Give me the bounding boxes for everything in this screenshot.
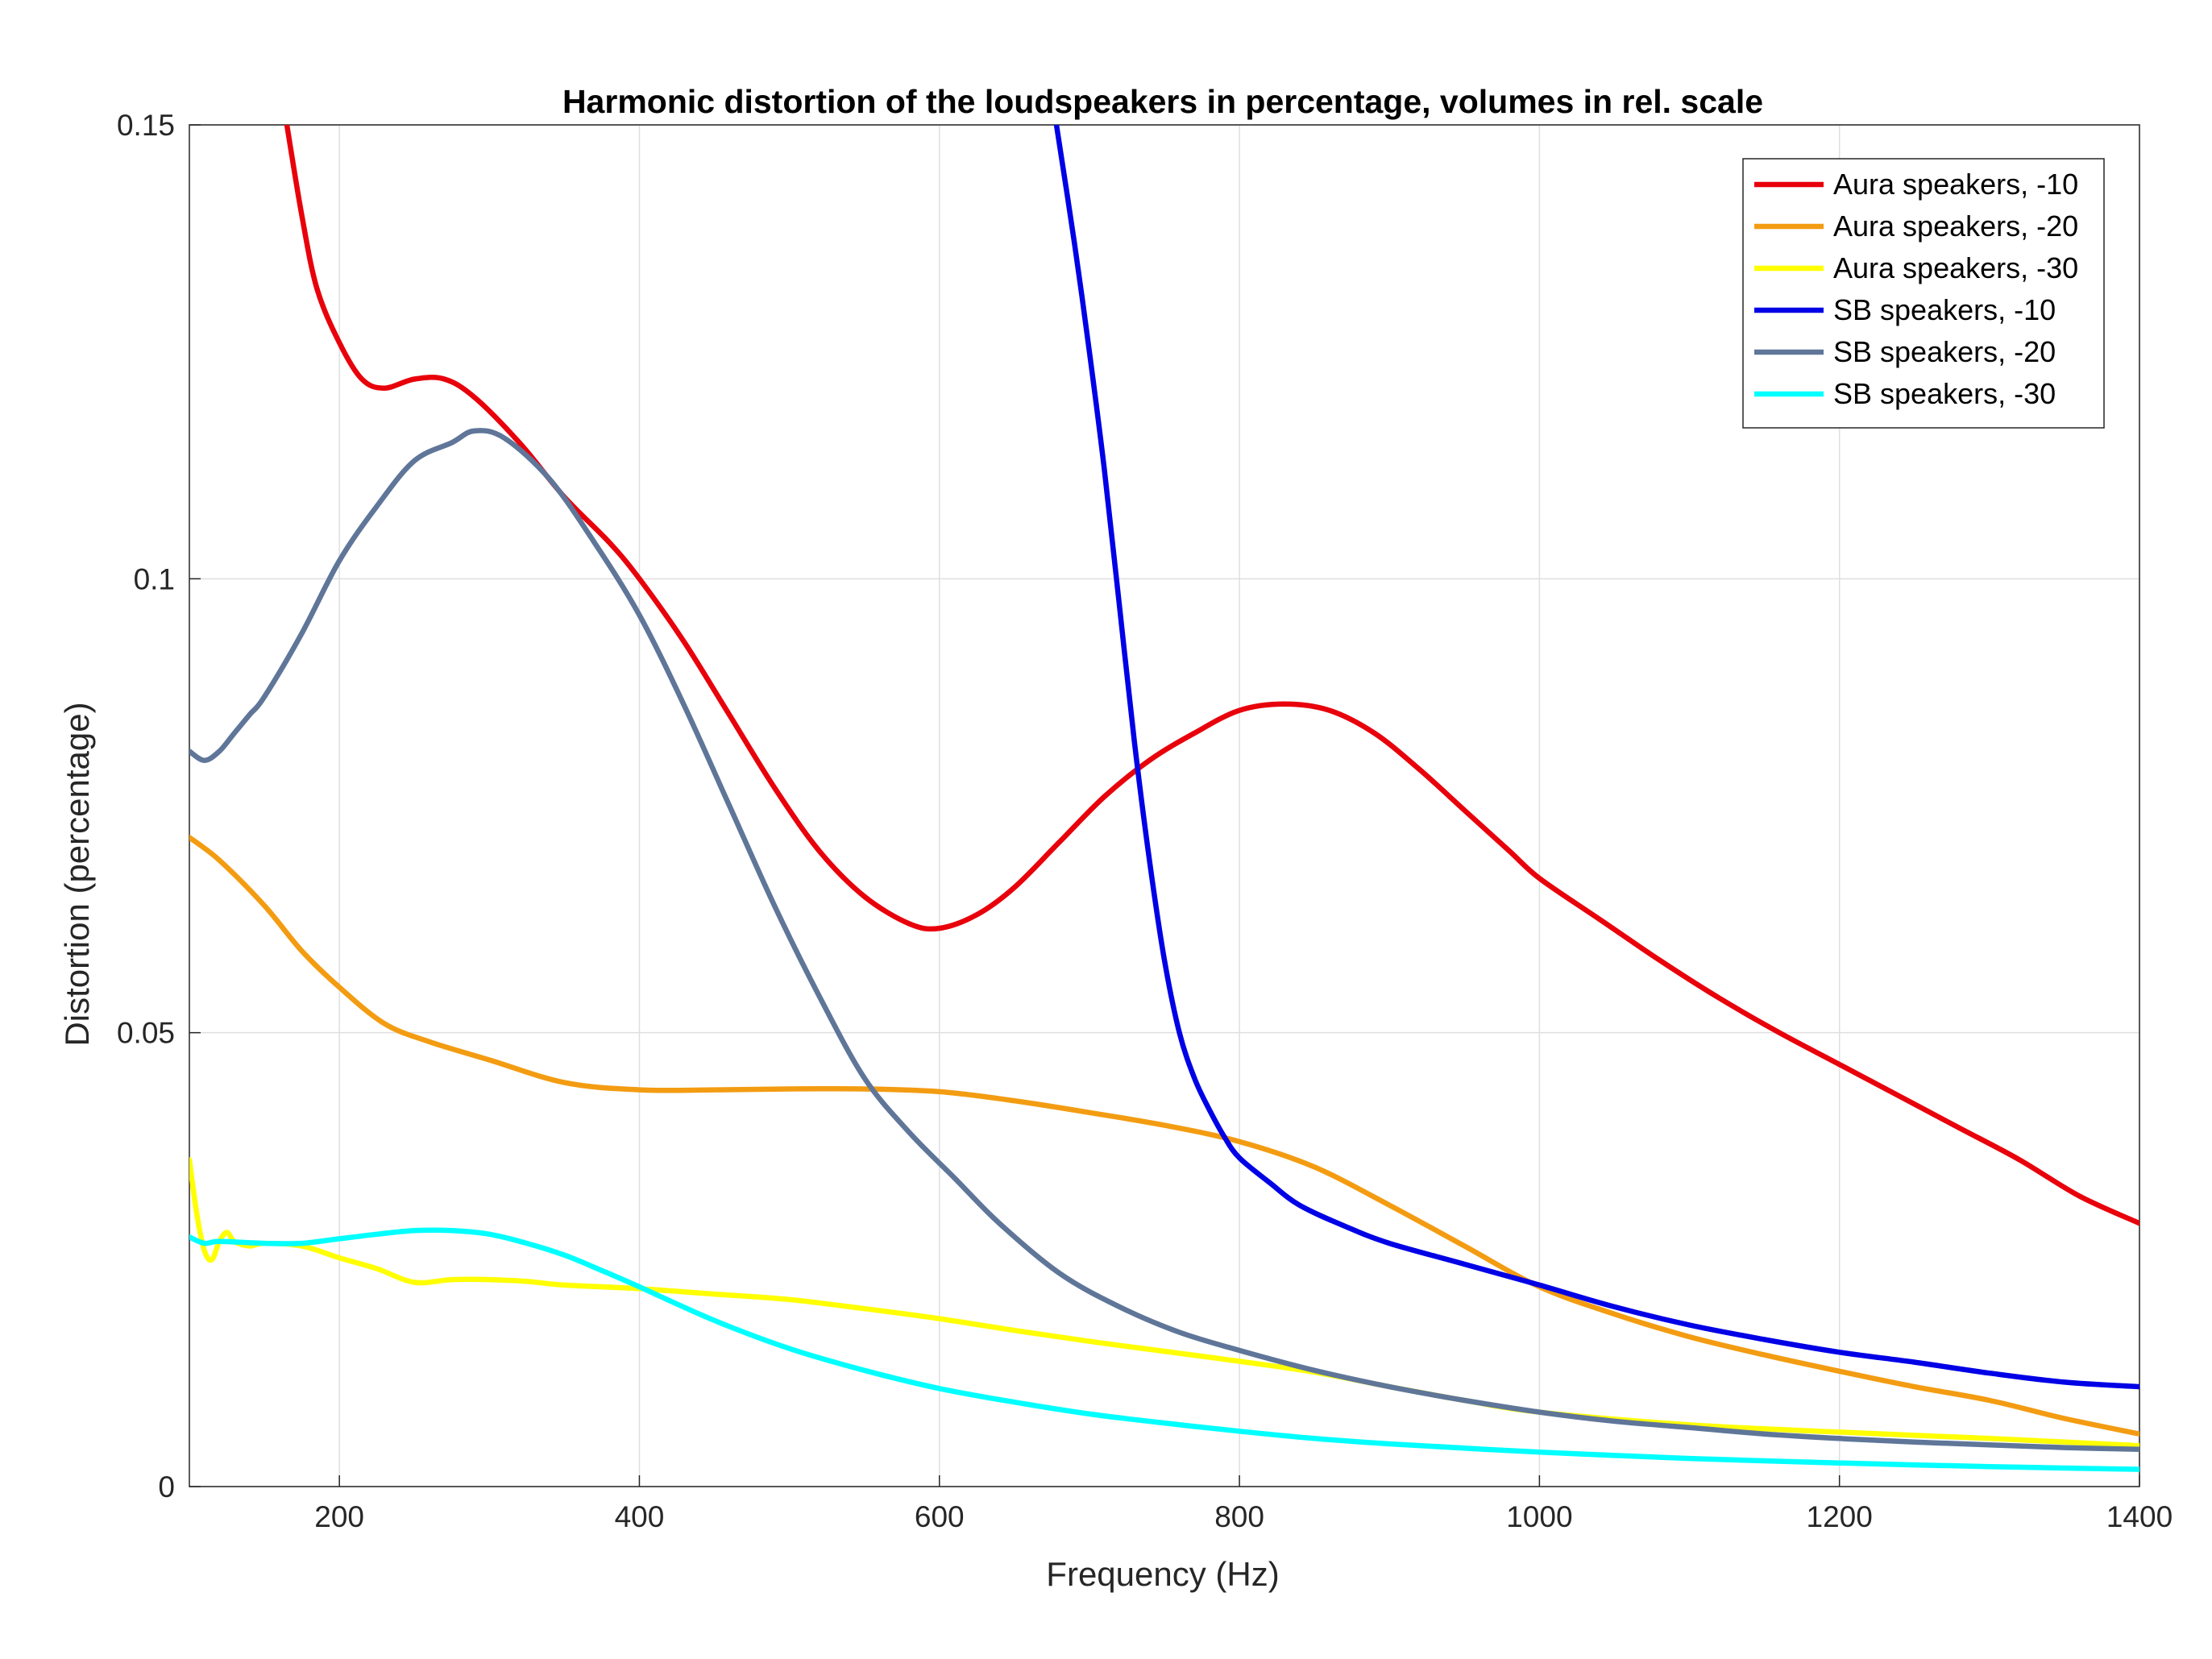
legend: Aura speakers, -10 Aura speakers, -20 Aura…: [1742, 158, 2105, 429]
legend-label-aura-speakers-20: Aura speakers, -20: [1833, 209, 2078, 243]
y-tick-label: 0.1: [134, 562, 175, 595]
x-tick-label: 600: [915, 1500, 965, 1533]
series-line-aura-speakers-20: [189, 835, 2139, 1437]
y-tick-label: 0.15: [117, 109, 175, 142]
chart-title: Harmonic distortion of the loudspeakers …: [562, 83, 1763, 120]
x-tick-label: 800: [1214, 1500, 1264, 1533]
series-line-aura-speakers-10: [284, 125, 2139, 1226]
y-axis-label: Distortion (percentage): [58, 702, 96, 1046]
x-tick-label: 1200: [1807, 1500, 1873, 1533]
legend-label-sb-speakers-10: SB speakers, -10: [1833, 293, 2056, 326]
legend-label-sb-speakers-30: SB speakers, -30: [1833, 377, 2056, 410]
x-tick-label: 200: [314, 1500, 364, 1533]
x-tick-label: 1000: [1506, 1500, 1572, 1533]
x-tick-label: 1400: [2106, 1500, 2173, 1533]
series-lines: [189, 125, 2139, 1472]
y-tick-label: 0: [158, 1470, 175, 1503]
axis-ticks: 200 400 600 800 1000 1200 1400 0 0.05 0.1 0.15: [117, 109, 2173, 1533]
legend-box: [1742, 158, 2105, 429]
x-tick-label: 400: [615, 1500, 665, 1533]
legend-label-aura-speakers-30: Aura speakers, -30: [1833, 251, 2078, 284]
series-line-sb-speakers-10: [1053, 125, 2139, 1390]
series-line-sb-speakers-30: [189, 1227, 2139, 1472]
plot-area-frame: [189, 124, 2140, 1487]
series-line-sb-speakers-20: [189, 428, 2139, 1453]
y-tick-label: 0.05: [117, 1017, 175, 1050]
legend-label-aura-speakers-10: Aura speakers, -10: [1833, 168, 2078, 201]
x-axis-label: Frequency (Hz): [1046, 1555, 1279, 1593]
legend-label-sb-speakers-20: SB speakers, -20: [1833, 335, 2056, 368]
